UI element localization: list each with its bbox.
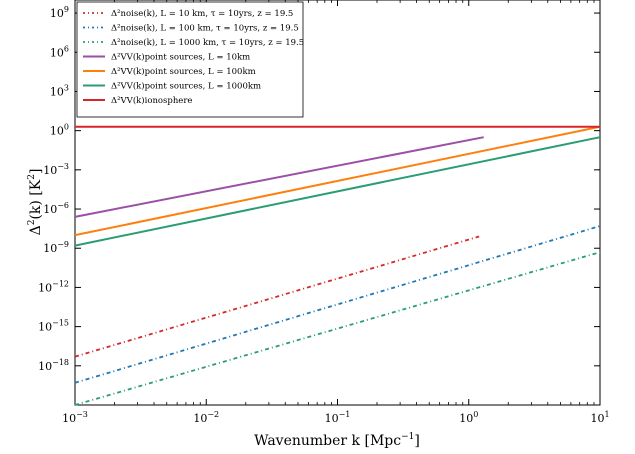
series-layer	[74, 125, 601, 406]
y-tick-label: 100	[50, 123, 69, 138]
x-tick-base: 10	[590, 412, 604, 425]
y-tick-label: 10−3	[43, 162, 69, 177]
y-axis-label-sup: 2	[27, 220, 37, 226]
y-tick-exp: −18	[52, 358, 69, 367]
y-tick-base: 10	[38, 321, 52, 334]
legend: Δ²noise(k), L = 10 km, τ = 10yrs, z = 19…	[76, 1, 304, 118]
y-tick-base: 10	[50, 125, 64, 138]
legend-label: Δ²VV(k)ionosphere	[111, 95, 192, 106]
y-tick-exp: 6	[64, 44, 69, 53]
y-tick-exp: −12	[52, 279, 69, 288]
x-tick-label: 101	[590, 410, 609, 425]
y-axis-label-end: ]	[28, 169, 44, 174]
y-tick-base: 10	[50, 46, 64, 59]
legend-label: Δ²VV(k)point sources, L = 10km	[111, 52, 250, 63]
y-tick-exp: 0	[64, 123, 69, 132]
series-line-4	[74, 136, 484, 218]
x-tick-exp: 1	[604, 410, 609, 419]
y-tick-exp: −3	[57, 162, 69, 171]
series-line-1	[74, 235, 480, 358]
y-axis-label-text: Δ	[28, 225, 44, 235]
y-tick-label: 106	[50, 44, 69, 59]
y-tick-base: 10	[50, 85, 64, 98]
x-tick-base: 10	[193, 412, 207, 425]
y-tick-base: 10	[38, 281, 52, 294]
x-tick-exp: −2	[207, 410, 219, 419]
axis-ticks	[74, 0, 601, 405]
series-line-3	[74, 251, 601, 406]
series-line-2	[74, 225, 601, 384]
x-tick-base: 10	[459, 412, 473, 425]
x-tick-label: 10−3	[62, 410, 88, 425]
tick-labels: 10−3 10−2 10−1 100 10110910610310010−310−610…	[38, 5, 609, 425]
y-axis-label-mid: (k) [K	[28, 179, 44, 219]
y-tick-exp: 9	[64, 5, 69, 14]
legend-label: Δ²noise(k), L = 10 km, τ = 10yrs, z = 19…	[111, 8, 293, 19]
y-axis-label-sup2: 2	[27, 174, 37, 180]
x-axis-label-text: Wavenumber k [Mpc	[254, 433, 401, 449]
y-tick-label: 109	[50, 5, 69, 20]
y-tick-exp: −15	[52, 319, 69, 328]
y-tick-base: 10	[43, 164, 57, 177]
x-axis-label-end: ]	[414, 433, 419, 449]
x-axis-label: Wavenumber k [Mpc−1]	[254, 432, 420, 449]
x-tick-label: 100	[459, 410, 478, 425]
x-tick-base: 10	[62, 412, 76, 425]
legend-box	[76, 1, 304, 118]
x-tick-label: 10−1	[325, 410, 351, 425]
y-tick-exp: 3	[64, 83, 69, 92]
y-tick-exp: −6	[57, 201, 69, 210]
y-tick-label: 10−6	[43, 201, 69, 216]
y-tick-base: 10	[50, 7, 64, 20]
y-tick-label: 103	[50, 83, 69, 98]
legend-label: Δ²VV(k)point sources, L = 100km	[111, 66, 256, 77]
x-tick-base: 10	[325, 412, 339, 425]
x-tick-label: 10−2	[193, 410, 219, 425]
series-line-6	[74, 136, 601, 247]
x-tick-exp: −3	[76, 410, 88, 419]
y-tick-exp: −9	[57, 240, 69, 249]
y-axis-label: Δ2(k) [K2]	[27, 169, 44, 236]
y-tick-base: 10	[38, 360, 52, 373]
legend-label: Δ²VV(k)point sources, L = 1000km	[111, 81, 261, 92]
y-tick-base: 10	[43, 242, 57, 255]
legend-label: Δ²noise(k), L = 1000 km, τ = 10yrs, z = …	[111, 37, 304, 48]
y-tick-label: 10−15	[38, 319, 69, 334]
y-tick-label: 10−9	[43, 240, 69, 255]
y-tick-base: 10	[43, 203, 57, 216]
y-tick-label: 10−18	[38, 358, 69, 373]
series-line-5	[74, 125, 601, 237]
x-tick-exp: 0	[473, 410, 478, 419]
legend-label: Δ²noise(k), L = 100 km, τ = 10yrs, z = 1…	[111, 23, 299, 34]
y-tick-label: 10−12	[38, 279, 69, 294]
x-axis-label-sup: −1	[401, 432, 414, 442]
x-tick-exp: −1	[339, 410, 351, 419]
